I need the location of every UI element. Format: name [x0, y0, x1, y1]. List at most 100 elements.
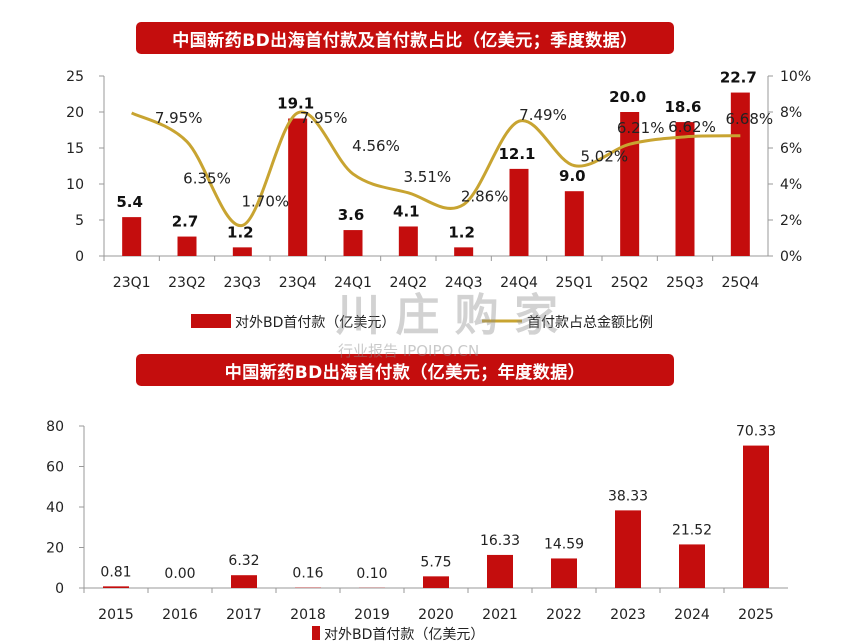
left-tick-label: 0	[75, 249, 84, 265]
annual-bar-value-label: 0.81	[100, 564, 131, 580]
ratio-value-label: 6.35%	[183, 170, 231, 188]
quarterly-legend: 对外BD首付款（亿美元） 首付款占总金额比例	[191, 314, 653, 331]
ratio-value-label: 7.49%	[519, 106, 567, 124]
right-tick-label: 0%	[780, 249, 802, 265]
annual-y-tick-label: 80	[46, 419, 64, 435]
annual-bar-value-label: 0.16	[292, 566, 323, 582]
ratio-value-label: 7.95%	[155, 109, 203, 127]
annual-bar-value-label: 0.10	[356, 566, 387, 582]
ratio-value-label: 7.95%	[300, 109, 348, 127]
x-tick-label: 23Q3	[223, 275, 261, 291]
left-tick-label: 5	[75, 213, 84, 229]
ratio-value-label: 1.70%	[242, 192, 290, 210]
right-tick-label: 10%	[780, 69, 811, 85]
bar-value-label: 4.1	[393, 202, 420, 220]
ratio-value-label: 6.62%	[668, 118, 716, 136]
bar	[730, 92, 750, 256]
legend-bar-label: 对外BD首付款（亿美元）	[235, 315, 395, 331]
bar	[232, 247, 252, 256]
right-tick-label: 4%	[780, 177, 802, 193]
annual-x-tick-label: 2020	[418, 607, 454, 623]
x-tick-label: 25Q1	[555, 275, 593, 291]
bar-value-label: 12.1	[498, 145, 535, 163]
legend-bar-swatch	[191, 314, 231, 328]
legend-annual-label: 对外BD首付款（亿美元）	[324, 627, 484, 641]
watermark-sub: 行业报告 IPOIPO.CN	[338, 342, 479, 360]
annual-y-tick-label: 60	[46, 460, 64, 476]
ratio-value-label: 6.68%	[726, 110, 774, 128]
quarterly-bars	[122, 92, 750, 256]
x-tick-label: 23Q4	[279, 275, 317, 291]
annual-x-tick-label: 2025	[738, 607, 774, 623]
annual-x-tick-label: 2024	[674, 607, 710, 623]
annual-x-tick-label: 2022	[546, 607, 582, 623]
ratio-line	[130, 110, 741, 227]
quarterly-axes: 0 5 10 15 20 25 0% 2% 4% 6% 8% 10% 23Q1 23Q2 23Q3 23Q4 2…	[66, 69, 811, 291]
x-tick-label: 25Q3	[666, 275, 704, 291]
legend-line-label: 首付款占总金额比例	[527, 315, 653, 331]
annual-bar-labels: 0.81 0.00 6.32 0.16 0.10 5.75 16.33 14.59 38.33 2…	[100, 424, 776, 582]
x-tick-label: 25Q4	[721, 275, 759, 291]
bar	[398, 226, 418, 256]
bar-value-label: 3.6	[338, 206, 365, 224]
annual-axes: 0 20 40 60 80 2015 2016 2017 2018 2019 2020 2021 202…	[46, 419, 788, 623]
ratio-value-label: 2.86%	[461, 188, 509, 206]
bar-value-label: 1.2	[448, 223, 475, 241]
annual-legend: 对外BD首付款（亿美元）	[312, 626, 484, 641]
right-tick-label: 6%	[780, 141, 802, 157]
bar	[288, 118, 308, 256]
x-tick-label: 24Q4	[500, 275, 538, 291]
annual-bar	[679, 544, 705, 588]
annual-bar-value-label: 21.52	[672, 522, 712, 538]
x-tick-label: 23Q2	[168, 275, 206, 291]
annual-x-tick-label: 2021	[482, 607, 518, 623]
annual-y-tick-label: 40	[46, 500, 64, 516]
bar-value-label: 2.7	[172, 213, 199, 231]
annual-bar	[231, 575, 257, 588]
chart1-title: 中国新药BD出海首付款及首付款占比（亿美元；季度数据）	[136, 22, 674, 54]
x-tick-label: 24Q1	[334, 275, 372, 291]
chart2-title: 中国新药BD出海首付款（亿美元；年度数据）	[136, 354, 674, 386]
annual-bar-value-label: 70.33	[736, 424, 776, 440]
annual-bar-value-label: 5.75	[420, 554, 451, 570]
x-tick-label: 24Q3	[445, 275, 483, 291]
x-tick-label: 25Q2	[611, 275, 649, 291]
annual-bar-value-label: 6.32	[228, 553, 259, 569]
bar-value-label: 19.1	[277, 94, 314, 112]
bar-value-label: 20.0	[609, 88, 646, 106]
quarterly-chart: 0 5 10 15 20 25 0% 2% 4% 6% 8% 10% 23Q1 23Q2 23Q3 23Q4 2…	[66, 69, 811, 360]
watermark-main: 川 庄 购 家	[336, 290, 558, 341]
annual-x-tick-label: 2018	[290, 607, 326, 623]
annual-bar-value-label: 38.33	[608, 488, 648, 504]
bar-value-label: 18.6	[664, 98, 701, 116]
annual-bars	[103, 445, 769, 588]
ratio-line-path	[130, 110, 741, 227]
annual-bar	[551, 558, 577, 588]
x-tick-label: 24Q2	[389, 275, 427, 291]
right-tick-label: 2%	[780, 213, 802, 229]
annual-x-tick-label: 2017	[226, 607, 262, 623]
bar	[509, 168, 529, 256]
annual-x-tick-label: 2023	[610, 607, 646, 623]
annual-bar-value-label: 0.00	[164, 566, 195, 582]
annual-bar-value-label: 14.59	[544, 536, 584, 552]
bar	[675, 122, 695, 256]
annual-y-tick-label: 0	[55, 581, 64, 597]
quarterly-bar-labels: 5.4 2.7 1.2 19.1 3.6 4.1 1.2 12.1 9.0 20.0 18.6 22.…	[116, 69, 756, 242]
annual-bar	[103, 586, 129, 588]
ratio-value-label: 4.56%	[352, 137, 400, 155]
annual-y-tick-label: 20	[46, 541, 64, 557]
bar-value-label: 22.7	[720, 69, 757, 87]
annual-bar	[423, 576, 449, 588]
annual-bar-value-label: 16.33	[480, 533, 520, 549]
bar-value-label: 1.2	[227, 223, 254, 241]
left-tick-label: 25	[66, 69, 84, 85]
ratio-value-label: 6.21%	[617, 119, 665, 137]
annual-bar	[487, 554, 513, 588]
watermark: 川 庄 购 家 行业报告 IPOIPO.CN	[336, 290, 558, 360]
annual-x-tick-label: 2016	[162, 607, 198, 623]
legend-annual-swatch	[312, 626, 320, 640]
bar	[620, 112, 640, 256]
ratio-value-label: 3.51%	[404, 168, 452, 186]
x-tick-label: 23Q1	[113, 275, 151, 291]
